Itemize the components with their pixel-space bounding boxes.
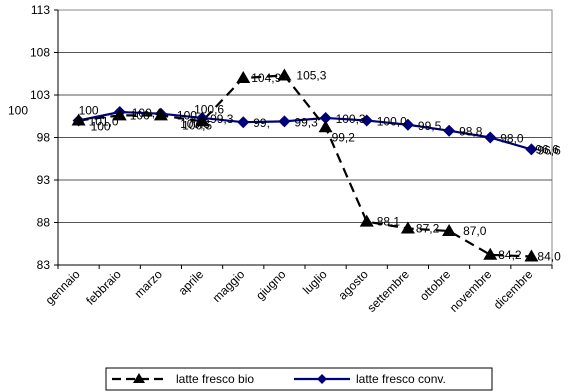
data-label-bio: 105,3 bbox=[296, 68, 326, 82]
x-tick-label: febbraio bbox=[83, 267, 124, 308]
marker-conv bbox=[319, 111, 332, 124]
x-tick-label: agosto bbox=[335, 267, 371, 303]
marker-conv bbox=[443, 124, 456, 137]
data-label-conv: 96,6 bbox=[537, 143, 561, 157]
data-label-conv: 99,3 bbox=[210, 112, 234, 126]
legend-marker-conv bbox=[317, 374, 327, 384]
marker-bio bbox=[112, 108, 127, 121]
y-tick-label: 113 bbox=[31, 3, 50, 17]
marker-bio bbox=[442, 224, 457, 236]
y-tick-label: 103 bbox=[30, 88, 50, 102]
marker-bio bbox=[483, 247, 498, 260]
y-tick-label: 108 bbox=[30, 46, 50, 60]
legend-marker-bio bbox=[133, 373, 145, 383]
series-line-conv bbox=[78, 110, 532, 151]
x-tick-label: aprile bbox=[176, 267, 207, 298]
series-line-bio bbox=[78, 74, 532, 258]
data-label-conv: 100,3 bbox=[336, 112, 366, 126]
data-label-extra: 100,6 bbox=[194, 102, 224, 116]
data-label-conv: 100 bbox=[79, 104, 99, 118]
marker-bio bbox=[524, 249, 539, 262]
marker-bio bbox=[277, 68, 292, 81]
data-label-bio: 84,0 bbox=[537, 250, 561, 264]
x-tick-label: settembre bbox=[364, 267, 412, 315]
x-tick-label: marzo bbox=[132, 267, 166, 301]
data-label-conv: 100,4 bbox=[132, 106, 162, 120]
x-tick-label: giugno bbox=[253, 267, 289, 303]
data-label-bio: 87,2 bbox=[416, 221, 440, 235]
data-label-bio: 100 bbox=[130, 108, 150, 122]
data-label-bio: 99,2 bbox=[332, 130, 356, 144]
x-tick-label: novembre bbox=[447, 267, 495, 315]
data-label-bio: 88,1 bbox=[377, 215, 401, 229]
data-label-bio: 84,2 bbox=[498, 248, 522, 262]
x-tick-label: gennaio bbox=[43, 267, 83, 307]
marker-bio bbox=[400, 221, 415, 234]
x-tick-label: dicembre bbox=[491, 267, 536, 312]
y-tick-label: 98 bbox=[37, 131, 51, 145]
marker-conv bbox=[360, 114, 373, 127]
legend-label-conv: latte fresco conv. bbox=[356, 372, 446, 386]
data-label-bio: 100 bbox=[91, 120, 111, 134]
data-label-bio: 87,0 bbox=[463, 224, 487, 238]
data-label-start: 100 bbox=[8, 104, 28, 118]
x-tick-label: ottobre bbox=[417, 267, 454, 304]
data-label-conv: 98,0 bbox=[500, 132, 524, 146]
y-tick-label: 93 bbox=[37, 173, 51, 187]
legend-label-bio: latte fresco bio bbox=[176, 372, 254, 386]
data-label-bio: 100 bbox=[177, 108, 197, 122]
data-label-conv: 98,8 bbox=[459, 125, 483, 139]
marker-bio bbox=[359, 214, 374, 227]
legend: latte fresco bio latte fresco conv. bbox=[105, 367, 493, 391]
marker-conv bbox=[237, 116, 250, 129]
data-label-conv: 100,0 bbox=[377, 115, 407, 129]
series-lines bbox=[78, 74, 532, 258]
marker-conv bbox=[484, 131, 497, 144]
y-tick-label: 88 bbox=[37, 216, 51, 230]
marker-bio bbox=[153, 108, 168, 121]
marker-bio bbox=[318, 120, 333, 133]
data-label-conv: 99,5 bbox=[418, 119, 442, 133]
markers bbox=[71, 68, 539, 262]
data-label-extra: 96,6 bbox=[535, 142, 559, 156]
data-label-conv: 99, bbox=[253, 116, 270, 130]
marker-conv bbox=[401, 118, 414, 131]
marker-bio bbox=[236, 71, 251, 83]
x-tick-label: luglio bbox=[300, 267, 330, 297]
marker-conv bbox=[278, 115, 291, 128]
marker-bio bbox=[71, 113, 86, 126]
data-label-conv: 100,3 bbox=[180, 117, 210, 131]
x-tick-label: maggio bbox=[210, 267, 248, 305]
marker-bio bbox=[195, 114, 210, 127]
y-tick-label: 83 bbox=[37, 258, 51, 272]
data-label-conv: 101,0 bbox=[89, 115, 119, 129]
marker-conv bbox=[525, 143, 538, 156]
gridlines bbox=[58, 52, 552, 223]
data-label-bio: 100,5 bbox=[182, 118, 212, 132]
data-label-bio: 104,9 bbox=[251, 71, 281, 85]
x-axis-ticks: gennaio febbraio marzo aprile maggio giugno lu… bbox=[43, 265, 553, 315]
data-label-conv: 99,3 bbox=[294, 115, 318, 129]
